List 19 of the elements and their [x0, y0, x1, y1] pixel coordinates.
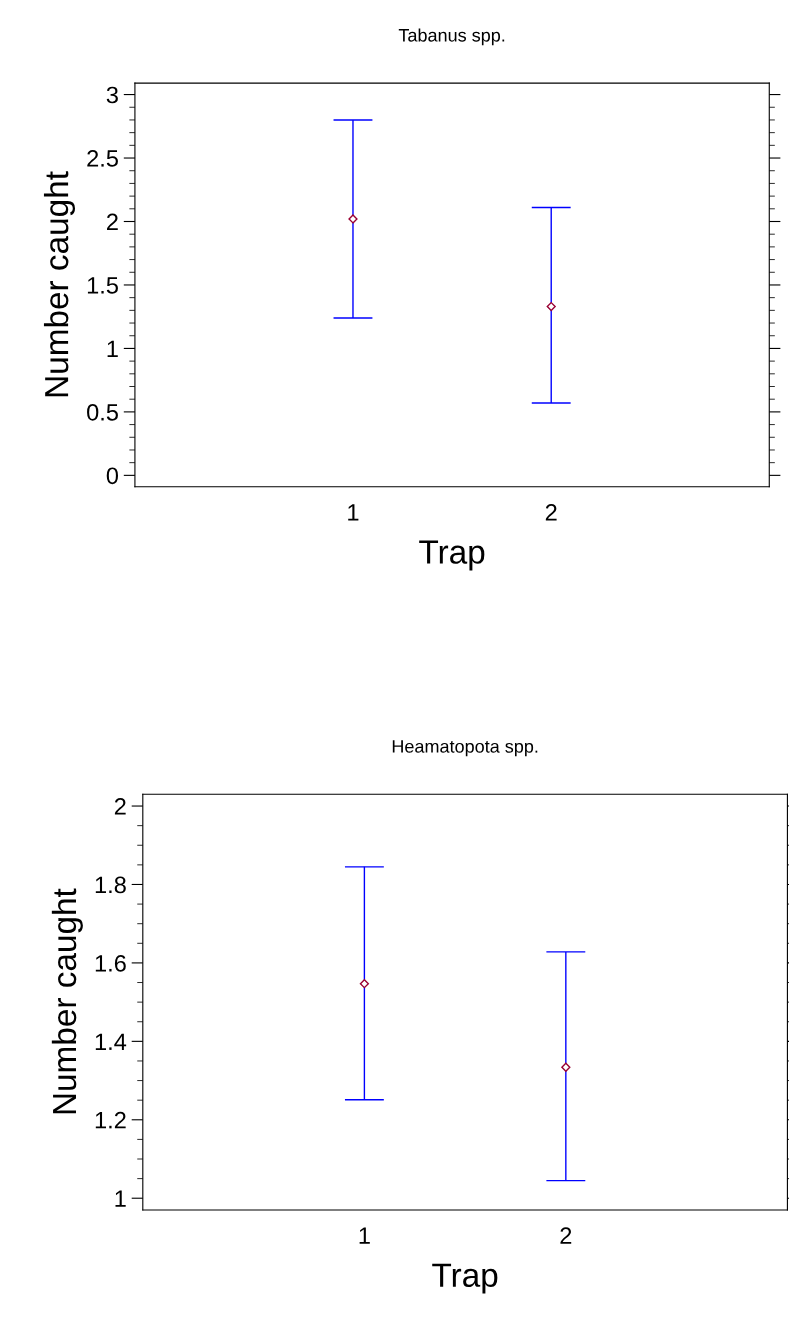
y-axis-title: Number caught: [51, 888, 83, 1114]
y-tick-label: 1.5: [87, 277, 118, 294]
y-tick-label: 2.5: [87, 150, 118, 167]
y-tick-label: 1.2: [95, 1111, 126, 1129]
y-tick-label: 2: [114, 798, 126, 815]
y-tick-label: 2: [107, 213, 118, 231]
y-axis-title: Number caught: [43, 171, 76, 397]
y-tick-label: 0.5: [87, 403, 118, 421]
y-tick-label: 1.6: [95, 954, 126, 972]
y-tick-label: 1.4: [95, 1033, 127, 1050]
y-tick-label: 0: [106, 467, 119, 485]
chart-title: Heamatopota spp.: [392, 740, 538, 757]
y-tick-label: 1.8: [95, 876, 126, 894]
x-axis-title: Trap: [432, 1263, 498, 1294]
y-tick-label: 3: [106, 86, 118, 104]
x-axis-title: Trap: [419, 540, 485, 571]
y-tick-label: 1: [107, 340, 118, 357]
y-tick-label: 1: [115, 1190, 126, 1207]
chart-title: Tabanus spp.: [398, 28, 505, 46]
